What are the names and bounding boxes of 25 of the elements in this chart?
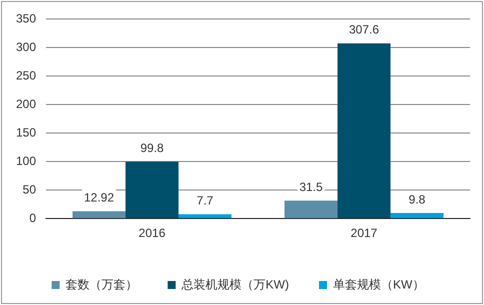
data-label: 31.5 — [299, 180, 324, 194]
data-label: 99.8 — [140, 141, 164, 156]
bar — [72, 211, 126, 218]
bar — [338, 43, 391, 218]
x-tick-label: 2016 — [138, 226, 166, 240]
y-tick-label: 0 — [29, 210, 36, 225]
y-tick-label: 50 — [22, 182, 36, 196]
x-tick-label: 2017 — [350, 226, 378, 240]
bar — [178, 214, 232, 218]
legend-label: 总装机规模（万KW) — [180, 277, 289, 292]
y-tick-label: 300 — [16, 40, 36, 54]
legend-label: 单套规模（KW） — [333, 277, 424, 292]
data-label: 307.6 — [348, 22, 380, 37]
data-label: 9.8 — [408, 192, 426, 206]
y-tick-label: 100 — [16, 154, 36, 168]
legend-label: 套数（万套） — [66, 277, 138, 292]
y-tick-label: 350 — [16, 12, 36, 26]
y-tick-label: 150 — [16, 125, 36, 140]
bar — [126, 162, 179, 218]
data-label: 12.92 — [84, 190, 114, 205]
bar — [284, 200, 338, 218]
data-label: 7.7 — [196, 194, 214, 208]
y-tick-label: 250 — [16, 68, 36, 82]
y-tick-label: 200 — [16, 96, 36, 111]
bar — [390, 213, 444, 218]
